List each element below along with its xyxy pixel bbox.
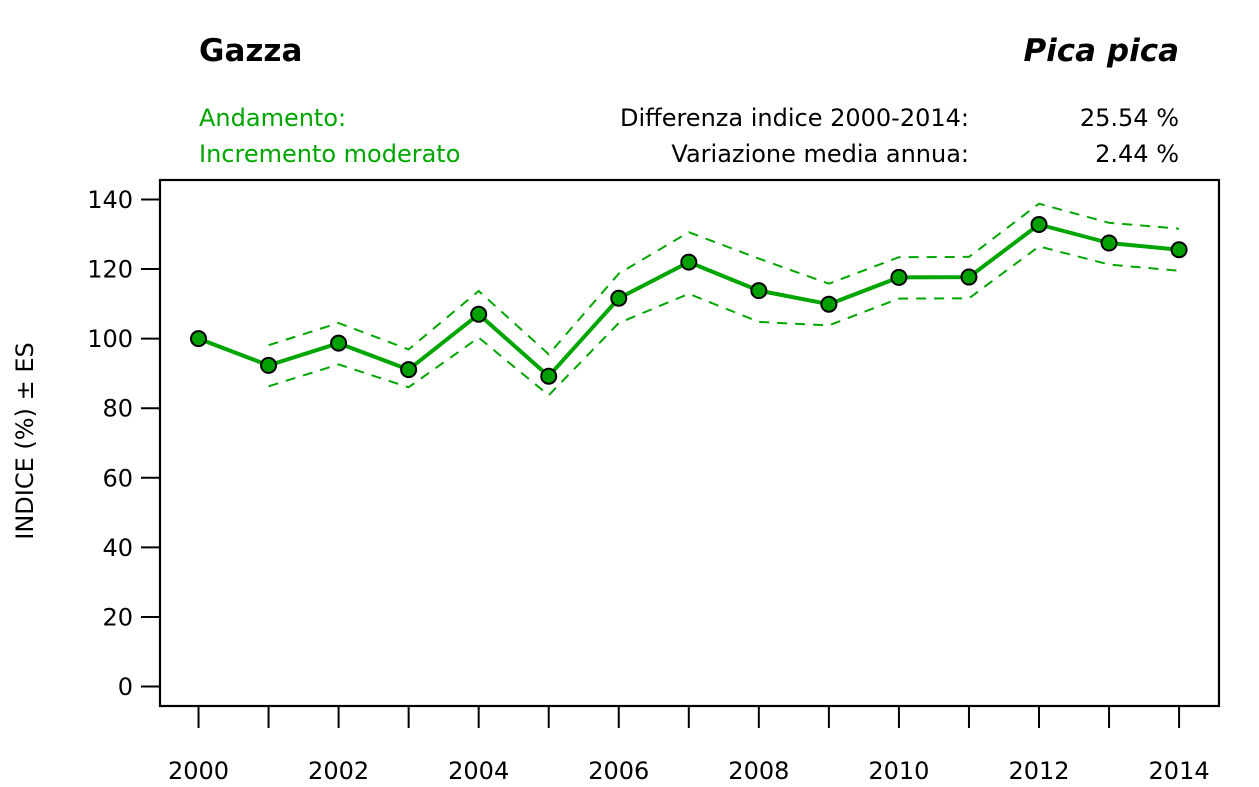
x-tick-label: 2000: [168, 757, 229, 785]
data-point-2001: [260, 356, 278, 374]
x-tick-label: 2010: [868, 757, 929, 785]
data-point-2013: [1100, 234, 1118, 252]
data-point-2012: [1030, 216, 1048, 234]
y-tick-label: 40: [102, 534, 133, 562]
data-point-2003: [400, 361, 418, 379]
x-tick-label: 2006: [588, 757, 649, 785]
data-point-2008: [750, 282, 768, 300]
data-point-2011: [960, 268, 978, 286]
y-tick-label: 140: [87, 186, 133, 214]
x-tick-label: 2002: [308, 757, 369, 785]
series-layer: [190, 202, 1188, 397]
y-tick-label: 120: [87, 256, 133, 284]
trend-label: Andamento:: [199, 104, 347, 132]
y-tick-label: 20: [102, 603, 133, 631]
x-tick-label: 2014: [1149, 757, 1210, 785]
y-tick-label: 0: [118, 673, 133, 701]
x-axis: 2000 2002 2004 2006 2008 2010 2012 2014: [168, 706, 1210, 785]
upper-error-band-line: [268, 202, 1180, 356]
data-point-2005: [540, 367, 558, 385]
data-point-2000: [190, 330, 208, 348]
data-point-2007: [680, 253, 698, 271]
trend-value: Incremento moderato: [199, 140, 461, 168]
y-tick-label: 100: [87, 325, 133, 353]
data-point-2014: [1170, 241, 1188, 259]
data-point-2009: [820, 295, 838, 313]
index-difference-label: Differenza indice 2000-2014:: [620, 104, 969, 132]
y-axis: 0 20 40 60 80 100 120 140: [87, 186, 160, 701]
index-difference-value: 25.54 %: [1079, 104, 1179, 132]
x-tick-label: 2012: [1008, 757, 1069, 785]
y-tick-label: 60: [102, 464, 133, 492]
x-tick-label: 2004: [448, 757, 509, 785]
data-point-2002: [330, 334, 348, 352]
data-point-2004: [470, 305, 488, 323]
annual-variation-value: 2.44 %: [1095, 140, 1179, 168]
x-tick-label: 2008: [728, 757, 789, 785]
species-common-name: Gazza: [199, 33, 303, 69]
y-axis-label: INDICE (%) ± ES: [11, 342, 39, 539]
data-point-2010: [890, 268, 908, 286]
y-tick-label: 80: [102, 395, 133, 423]
annual-variation-label: Variazione media annua:: [671, 140, 969, 168]
data-point-2006: [610, 289, 628, 307]
species-scientific-name: Pica pica: [1023, 33, 1179, 69]
index-series-line: [197, 222, 1180, 379]
